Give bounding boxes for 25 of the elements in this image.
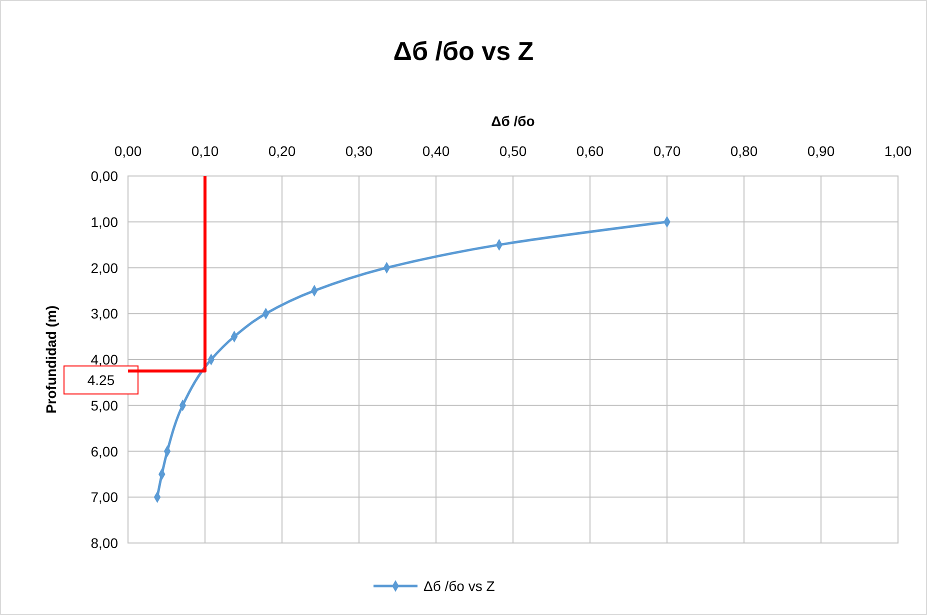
x-tick-label: 0,90	[807, 143, 835, 159]
y-tick-label: 0,00	[90, 168, 118, 184]
chart-title: Δб /бo vs Z	[393, 36, 534, 66]
y-tick-label: 6,00	[90, 443, 118, 460]
y-tick-label: 2,00	[90, 260, 118, 276]
y-tick-label: 5,00	[90, 397, 118, 414]
legend-label: Δб /бo vs Z	[424, 578, 496, 594]
y-tick-label: 4,00	[90, 352, 118, 368]
x-tick-label: 0,80	[730, 143, 758, 159]
x-tick-label: 1,00	[884, 143, 912, 159]
y-tick-label: 1,00	[90, 214, 118, 230]
x-tick-label: 0,70	[653, 143, 681, 159]
y-axis-title: Profundidad (m)	[43, 305, 59, 414]
annotation: 4.25	[87, 372, 115, 388]
x-tick-label: 0,10	[191, 143, 219, 159]
x-tick-label: 0,20	[268, 143, 296, 159]
y-tick-label: 8,00	[90, 535, 118, 551]
x-tick-label: 0,00	[114, 143, 142, 159]
x-tick-label: 0,30	[345, 143, 373, 159]
y-tick-label: 3,00	[90, 306, 118, 322]
x-tick-label: 0,40	[422, 143, 450, 159]
x-axis-title: Δб /бo	[491, 113, 535, 129]
x-tick-label: 0,60	[576, 143, 604, 159]
y-tick-label: 7,00	[90, 489, 118, 506]
x-tick-label: 0,50	[499, 143, 527, 159]
